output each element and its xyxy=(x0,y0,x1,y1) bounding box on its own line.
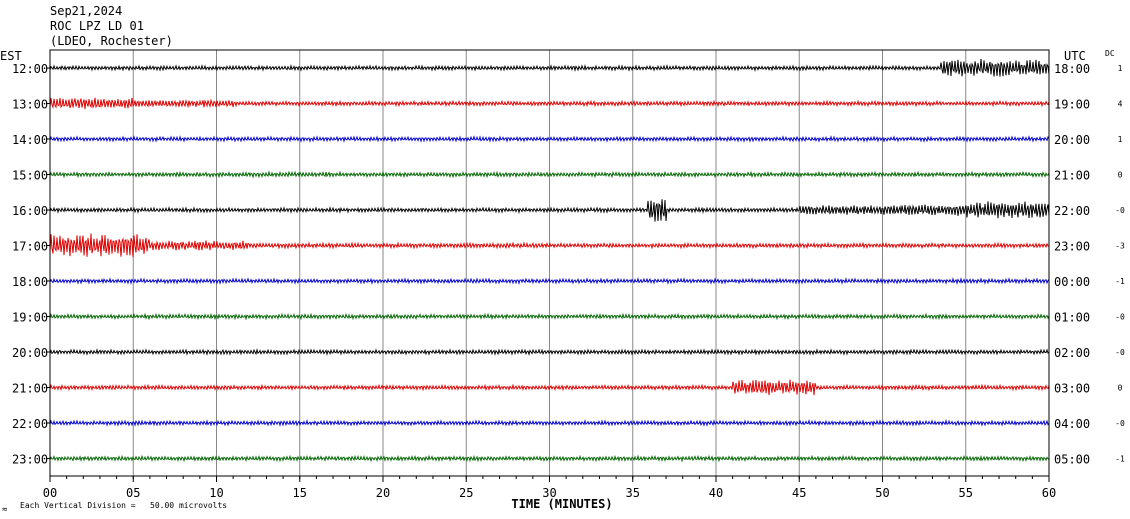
utc-row-label: 05:00 xyxy=(1054,453,1090,467)
utc-row-label: 20:00 xyxy=(1054,133,1090,147)
dc-offset-value: 4 xyxy=(1118,100,1123,109)
dc-offset-value: 1 xyxy=(1118,64,1123,73)
x-tick-label: 00 xyxy=(43,486,57,500)
scale-icon: ≈ xyxy=(2,505,8,515)
x-tick-label: 35 xyxy=(626,486,640,500)
dc-offset-value: 0 xyxy=(1118,384,1123,393)
x-tick-label: 25 xyxy=(459,486,473,500)
est-row-label: 19:00 xyxy=(12,311,48,325)
x-tick-label: 10 xyxy=(209,486,223,500)
est-row-label: 18:00 xyxy=(12,275,48,289)
seismic-trace-1400 xyxy=(49,135,1050,143)
seismic-trace-1700 xyxy=(49,233,1050,258)
dc-offset-value: -0 xyxy=(1115,348,1125,357)
x-tick-label: 60 xyxy=(1042,486,1056,500)
x-tick-label: 45 xyxy=(792,486,806,500)
plot-frame xyxy=(49,49,1050,477)
chart-grid xyxy=(49,50,1050,482)
est-row-label: 17:00 xyxy=(12,240,48,254)
utc-row-label: 00:00 xyxy=(1054,275,1090,289)
dc-offset-value: -1 xyxy=(1115,277,1125,286)
trace-group xyxy=(49,59,1050,463)
header-date: Sep21,2024 xyxy=(50,4,123,18)
seismic-trace-1500 xyxy=(49,170,1050,179)
utc-row-label: 01:00 xyxy=(1054,311,1090,325)
dc-offset-value: 1 xyxy=(1118,135,1123,144)
utc-row-label: 22:00 xyxy=(1054,204,1090,218)
seismic-trace-1800 xyxy=(49,277,1050,285)
utc-row-label: 23:00 xyxy=(1054,240,1090,254)
scale-note: Each Vertical Division = 50.00 microvolt… xyxy=(20,501,227,510)
x-tick-label: 20 xyxy=(376,486,390,500)
x-axis-label: TIME (MINUTES) xyxy=(511,497,612,511)
dc-offset-value: -0 xyxy=(1115,206,1125,215)
utc-row-label: 18:00 xyxy=(1054,62,1090,76)
seismic-trace-1900 xyxy=(49,312,1050,321)
seismic-trace-2100 xyxy=(49,379,1050,396)
x-tick-label: 55 xyxy=(959,486,973,500)
x-tick-label: 50 xyxy=(875,486,889,500)
utc-row-label: 02:00 xyxy=(1054,346,1090,360)
utc-row-label: 19:00 xyxy=(1054,98,1090,112)
dc-offset-value: -0 xyxy=(1115,419,1125,428)
utc-row-label: 21:00 xyxy=(1054,169,1090,183)
x-tick-label: 40 xyxy=(709,486,723,500)
est-row-label: 15:00 xyxy=(12,169,48,183)
seismic-trace-1300 xyxy=(49,97,1050,110)
est-row-label: 22:00 xyxy=(12,417,48,431)
dc-offset-value: 0 xyxy=(1118,171,1123,180)
x-tick-label: 30 xyxy=(542,486,556,500)
dc-offset-value: -1 xyxy=(1115,455,1125,464)
est-row-label: 13:00 xyxy=(12,98,48,112)
seismic-trace-1600 xyxy=(49,199,1050,222)
seismic-trace-2200 xyxy=(49,419,1050,427)
est-row-label: 14:00 xyxy=(12,133,48,147)
dc-offset-value: -3 xyxy=(1115,242,1125,251)
dc-offset-value: -0 xyxy=(1115,313,1125,322)
utc-axis-label: UTC xyxy=(1064,49,1086,63)
seismic-trace-2000 xyxy=(49,348,1050,356)
est-row-label: 21:00 xyxy=(12,382,48,396)
x-tick-label: 15 xyxy=(293,486,307,500)
seismic-trace-1200 xyxy=(49,59,1050,77)
x-tick-label: 05 xyxy=(126,486,140,500)
est-row-label: 12:00 xyxy=(12,62,48,76)
est-row-label: 23:00 xyxy=(12,453,48,467)
header-station: ROC LPZ LD 01 xyxy=(50,19,144,33)
dc-column-label: DC xyxy=(1105,49,1115,58)
utc-row-label: 04:00 xyxy=(1054,417,1090,431)
utc-row-label: 03:00 xyxy=(1054,382,1090,396)
seismic-trace-2300 xyxy=(49,454,1050,463)
est-row-label: 16:00 xyxy=(12,204,48,218)
est-axis-label: EST xyxy=(0,49,22,63)
header-network: (LDEO, Rochester) xyxy=(50,34,173,48)
est-row-label: 20:00 xyxy=(12,346,48,360)
